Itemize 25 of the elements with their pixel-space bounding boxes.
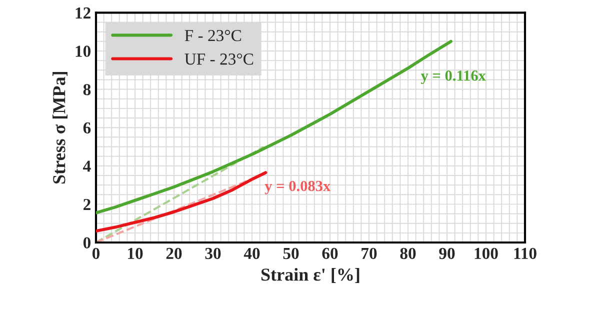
x-tick-label: 100 bbox=[474, 248, 498, 260]
x-tick-label: 50 bbox=[283, 248, 299, 260]
y-tick-label: 2 bbox=[84, 198, 90, 210]
x-tick-label: 110 bbox=[514, 248, 536, 260]
x-tick-label: 70 bbox=[362, 248, 377, 260]
annotation: y = 0.083x bbox=[264, 180, 331, 194]
x-tick-label: 60 bbox=[322, 248, 338, 260]
x-tick-label: 40 bbox=[244, 248, 260, 260]
x-tick-label: 20 bbox=[166, 248, 182, 260]
annotation: y = 0.116x bbox=[420, 70, 486, 84]
y-tick-label: 4 bbox=[83, 160, 91, 172]
x-tick-label: 90 bbox=[439, 248, 455, 260]
y-tick-label: 6 bbox=[83, 122, 91, 134]
y-tick-label: 12 bbox=[76, 7, 90, 18]
y-tick-label: 10 bbox=[76, 46, 91, 57]
x-tick-label: 10 bbox=[128, 248, 143, 260]
legend-label: UF - 23°C bbox=[184, 53, 254, 65]
y-tick-label: 8 bbox=[83, 84, 91, 96]
y-tick-label: 0 bbox=[83, 237, 91, 248]
legend-label: F - 23°C bbox=[184, 30, 242, 42]
x-tick-label: 30 bbox=[205, 248, 221, 260]
y-axis-title: Stress σ [MPa] bbox=[52, 72, 68, 184]
x-tick-label: 0 bbox=[92, 248, 100, 260]
x-axis-title: Strain ε' [%] bbox=[261, 268, 360, 283]
x-tick-label: 80 bbox=[400, 248, 416, 260]
